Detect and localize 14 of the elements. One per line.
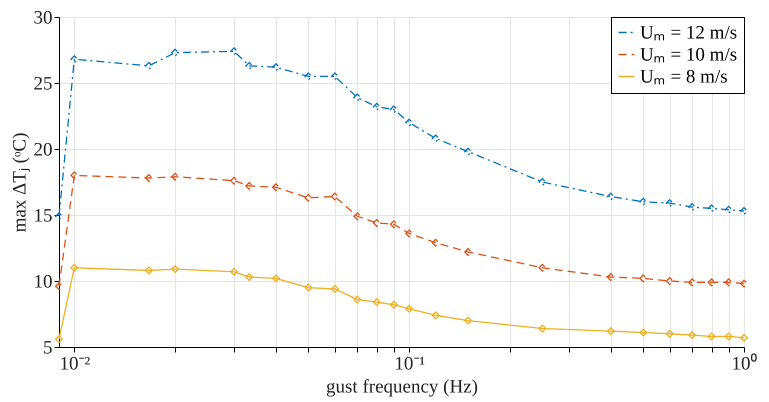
legend-label: Uₘ = 10 m/s [640,44,738,66]
y-tick-label: 20 [34,140,52,160]
legend-label: Uₘ = 12 m/s [640,22,738,44]
legend-label: Uₘ = 8 m/s [640,66,728,88]
y-tick-label: 25 [34,74,52,94]
y-tick-label: 10 [34,272,52,292]
x-axis-title: gust frequency (Hz) [326,376,478,398]
y-tick-label: 30 [34,8,52,28]
x-tick-label: 10⁰ [732,352,758,374]
y-tick-label: 5 [43,338,52,358]
y-axis-title: max ΔTⱼ (ᵒC) [10,132,30,232]
x-tick-label: 10⁻² [59,354,90,374]
y-tick-label: 15 [34,206,52,226]
x-tick-label: 10⁻¹ [394,354,426,374]
